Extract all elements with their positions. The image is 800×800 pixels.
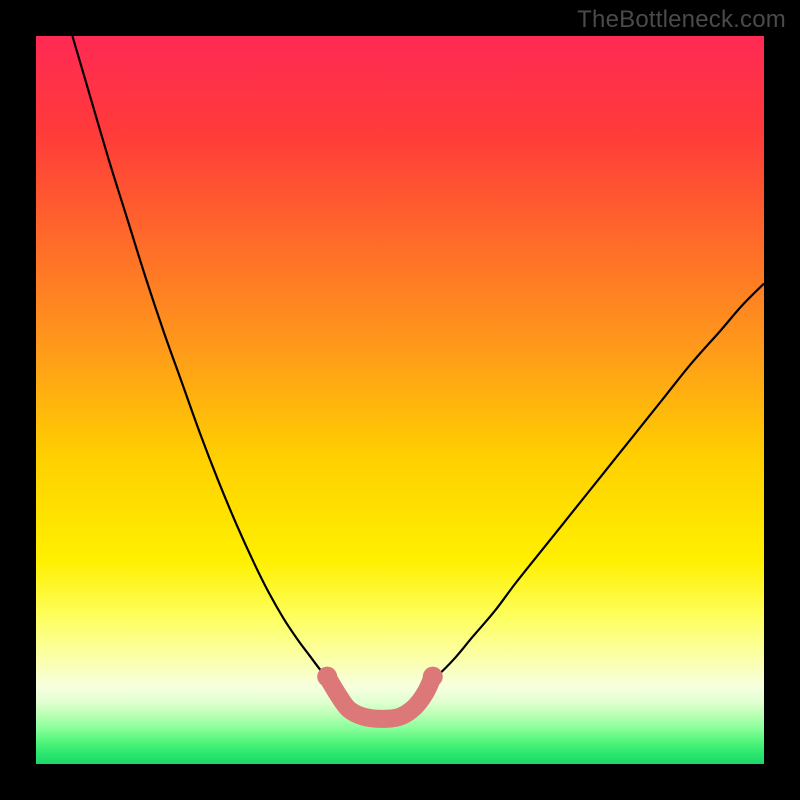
- valley-endpoint-right: [423, 667, 443, 687]
- right-curve: [422, 284, 764, 688]
- chart-plot-area: [36, 36, 764, 764]
- valley-endpoint-left: [317, 667, 337, 687]
- chart-svg: [36, 36, 764, 764]
- watermark-text: TheBottleneck.com: [577, 6, 786, 34]
- valley-segment: [327, 677, 433, 719]
- left-curve: [72, 36, 330, 682]
